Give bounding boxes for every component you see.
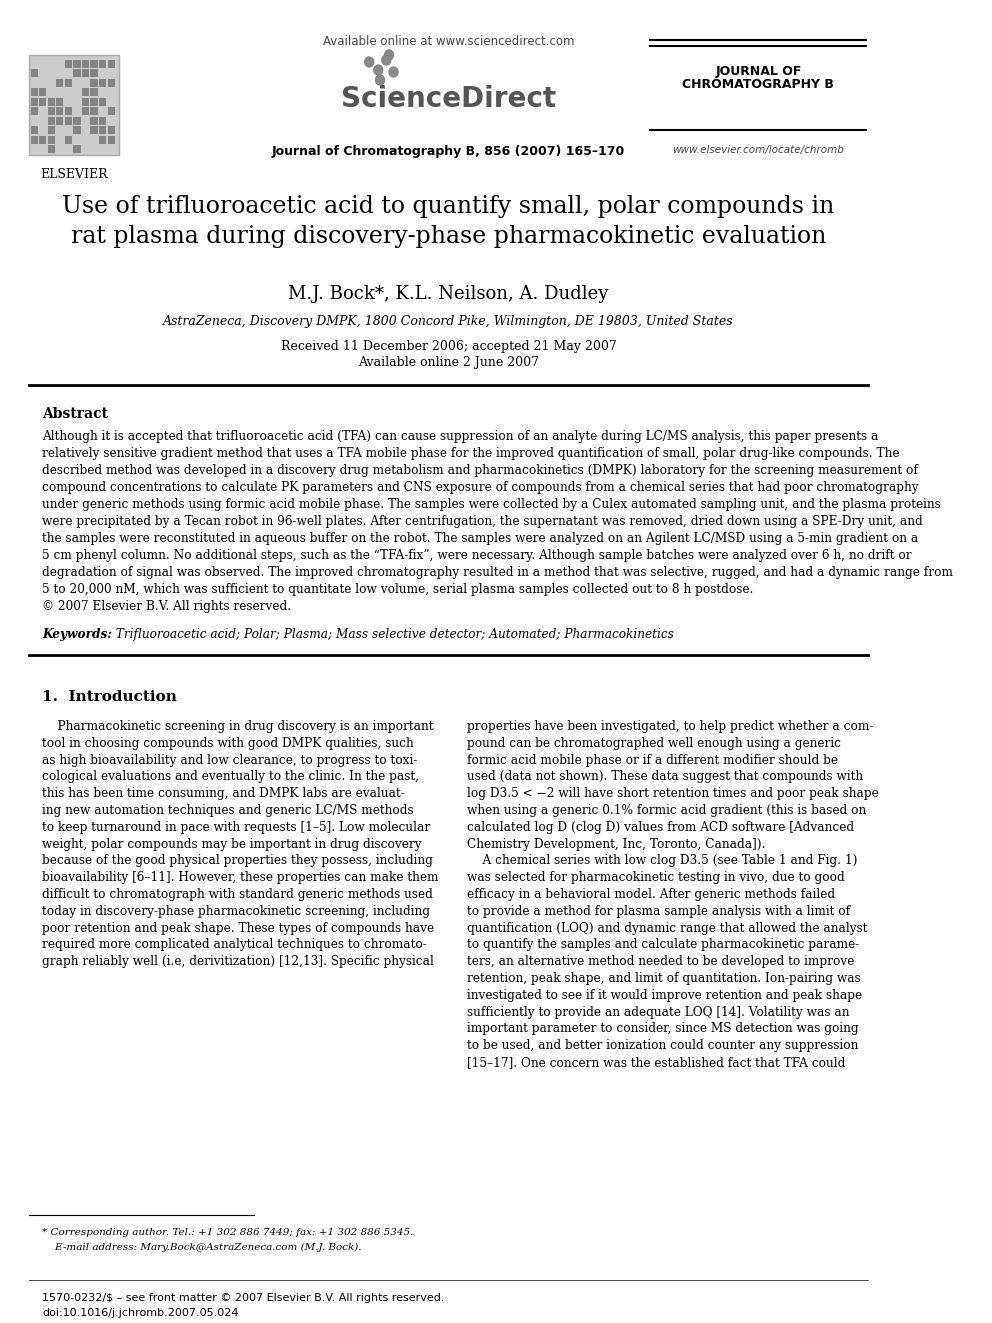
Bar [73,89,80,97]
Text: ELSEVIER: ELSEVIER [40,168,107,181]
Bar [73,107,80,115]
Text: M.J. Bock*, K.L. Neilson, A. Dudley: M.J. Bock*, K.L. Neilson, A. Dudley [289,284,609,303]
Text: Journal of Chromatography B, 856 (2007) 165–170: Journal of Chromatography B, 856 (2007) … [272,146,625,157]
Bar [57,78,63,86]
Bar [31,78,38,86]
Bar [107,146,115,153]
Text: CHROMATOGRAPHY B: CHROMATOGRAPHY B [682,78,834,91]
Bar [48,89,55,97]
Bar [57,107,63,115]
Bar [90,135,97,143]
Bar [48,116,55,124]
Bar [39,135,47,143]
Bar [48,69,55,77]
Bar [39,89,47,97]
Bar [73,126,80,134]
Bar [57,126,63,134]
Bar [90,146,97,153]
Text: Trifluoroacetic acid; Polar; Plasma; Mass selective detector; Automated; Pharmac: Trifluoroacetic acid; Polar; Plasma; Mas… [108,628,674,642]
Bar [107,89,115,97]
Text: 1.  Introduction: 1. Introduction [43,691,178,704]
Text: Abstract: Abstract [43,407,108,421]
Text: * Corresponding author. Tel.: +1 302 886 7449; fax: +1 302 886 5345.: * Corresponding author. Tel.: +1 302 886… [43,1228,414,1237]
Text: 1570-0232/$ – see front matter © 2007 Elsevier B.V. All rights reserved.: 1570-0232/$ – see front matter © 2007 El… [43,1293,444,1303]
Text: doi:10.1016/j.jchromb.2007.05.024: doi:10.1016/j.jchromb.2007.05.024 [43,1308,239,1318]
Bar [64,126,72,134]
Bar [90,116,97,124]
Bar [107,116,115,124]
Bar [31,98,38,106]
Text: properties have been investigated, to help predict whether a com-
pound can be c: properties have been investigated, to he… [466,720,878,1069]
Text: Keywords:: Keywords: [43,628,112,642]
Text: Received 11 December 2006; accepted 21 May 2007: Received 11 December 2006; accepted 21 M… [281,340,616,353]
Text: ScienceDirect: ScienceDirect [341,85,557,112]
Bar [73,60,80,67]
Bar [99,135,106,143]
Bar [82,98,89,106]
Bar [39,146,47,153]
Bar [57,98,63,106]
Text: Although it is accepted that trifluoroacetic acid (TFA) can cause suppression of: Although it is accepted that trifluoroac… [43,430,953,613]
Text: E-mail address: Mary.Bock@AstraZeneca.com (M.J. Bock).: E-mail address: Mary.Bock@AstraZeneca.co… [43,1244,362,1252]
Bar [73,116,80,124]
Circle shape [374,65,383,75]
Bar [64,116,72,124]
Bar [64,69,72,77]
Text: Pharmacokinetic screening in drug discovery is an important
tool in choosing com: Pharmacokinetic screening in drug discov… [43,720,438,968]
Bar [90,107,97,115]
Bar [73,135,80,143]
Bar [64,135,72,143]
Bar [107,135,115,143]
Bar [90,98,97,106]
Circle shape [365,57,374,67]
Circle shape [382,56,391,65]
Circle shape [385,50,394,60]
Text: www.elsevier.com/locate/chromb: www.elsevier.com/locate/chromb [673,146,844,155]
Bar [39,60,47,67]
Text: Use of trifluoroacetic acid to quantify small, polar compounds in
rat plasma dur: Use of trifluoroacetic acid to quantify … [62,194,834,249]
Bar [90,89,97,97]
Bar [107,98,115,106]
Text: AstraZeneca, Discovery DMPK, 1800 Concord Pike, Wilmington, DE 19803, United Sta: AstraZeneca, Discovery DMPK, 1800 Concor… [164,315,734,328]
Text: Available online 2 June 2007: Available online 2 June 2007 [358,356,539,369]
Bar [39,69,47,77]
Bar [57,60,63,67]
Circle shape [376,75,385,85]
Bar [107,107,115,115]
Bar [48,126,55,134]
Bar [31,146,38,153]
Bar [82,135,89,143]
Bar [64,107,72,115]
Text: JOURNAL OF: JOURNAL OF [715,65,802,78]
FancyBboxPatch shape [29,56,119,155]
Bar [31,116,38,124]
Bar [31,69,38,77]
Circle shape [389,67,398,77]
Bar [82,69,89,77]
Bar [31,89,38,97]
Bar [31,135,38,143]
Bar [48,60,55,67]
Text: Available online at www.sciencedirect.com: Available online at www.sciencedirect.co… [322,34,574,48]
Bar [57,69,63,77]
